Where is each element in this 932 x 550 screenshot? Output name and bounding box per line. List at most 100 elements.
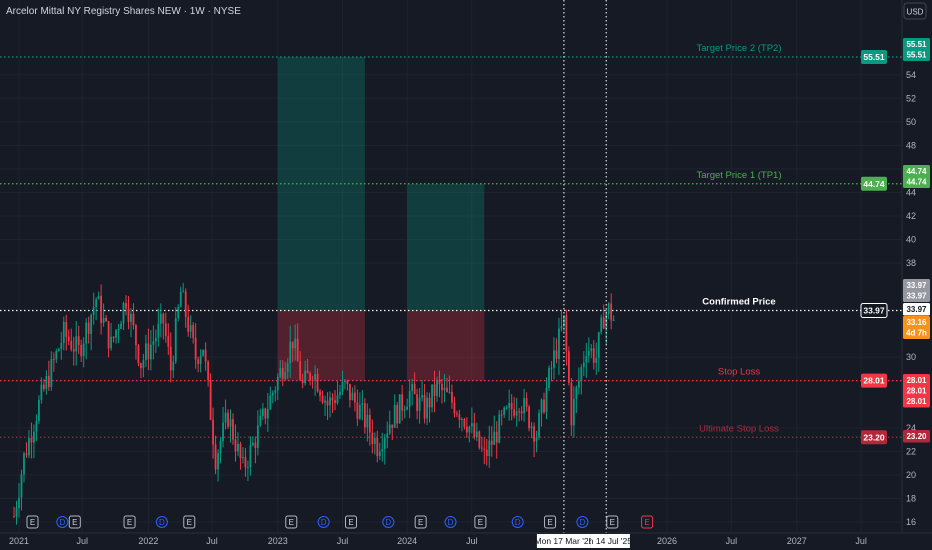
candle-body xyxy=(500,414,503,416)
candle-body xyxy=(130,313,132,322)
candle-body xyxy=(371,432,374,444)
price-tag xyxy=(903,279,930,302)
x-tick-label: 2023 xyxy=(268,536,288,546)
earnings-icon[interactable] xyxy=(544,515,557,529)
level-value: 33.97 xyxy=(863,306,885,316)
earnings-icon[interactable] xyxy=(123,515,136,529)
earnings-marker-label: E xyxy=(289,518,294,527)
candle-body xyxy=(528,406,530,429)
candle-body xyxy=(408,390,411,407)
candle-body xyxy=(159,313,162,324)
earnings-marker-label: E xyxy=(72,518,77,527)
price-tags: 55.51 55.51 44.74 44.74 33.97 33.97 33.97 33.16… xyxy=(903,38,930,443)
candle-body xyxy=(393,405,396,428)
y-tick-label: 52 xyxy=(906,93,916,103)
dividend-icon[interactable] xyxy=(444,516,457,528)
candle-body xyxy=(478,431,481,448)
candle-body xyxy=(453,402,456,414)
candle-body xyxy=(448,391,451,393)
candle-body xyxy=(555,350,558,359)
candle-body xyxy=(503,407,506,415)
candle-body xyxy=(351,392,354,401)
time-axis-panel[interactable] xyxy=(0,533,932,550)
candle-body xyxy=(296,338,299,362)
candle-body xyxy=(95,299,98,308)
earnings-marker-label: E xyxy=(348,518,353,527)
candle-body xyxy=(169,346,172,371)
candle-body xyxy=(513,409,516,416)
level-value: 28.01 xyxy=(863,376,885,386)
candle-body xyxy=(577,380,580,388)
dividend-icon[interactable] xyxy=(511,516,524,528)
candle-body xyxy=(47,376,50,387)
candle-body xyxy=(381,448,384,452)
candle-body xyxy=(144,343,147,361)
candle-body xyxy=(558,328,560,359)
candle-body xyxy=(28,438,30,456)
earnings-icon[interactable] xyxy=(606,515,619,529)
earnings-icon[interactable] xyxy=(474,515,487,529)
earnings-icon[interactable] xyxy=(344,515,357,529)
candle-body xyxy=(592,348,595,363)
candle-body xyxy=(219,440,222,454)
candle-body xyxy=(152,341,155,345)
candle-body xyxy=(490,440,493,445)
candle-body xyxy=(597,332,600,359)
earnings-icon[interactable] xyxy=(183,515,196,529)
dividend-icon[interactable] xyxy=(382,516,395,528)
y-tick-label: 42 xyxy=(906,211,916,221)
x-tick-label: Jul xyxy=(206,536,218,546)
candle-body xyxy=(187,316,190,332)
candle-body xyxy=(538,413,540,438)
price-tag-text: 28.01 xyxy=(906,376,927,385)
dividend-icon[interactable] xyxy=(317,516,330,528)
dividend-marker-label: D xyxy=(59,518,65,527)
candle-body xyxy=(334,400,336,404)
candle-body xyxy=(227,412,229,427)
earnings-icon[interactable] xyxy=(641,515,654,529)
candle-body xyxy=(553,350,555,368)
level-name: Confirmed Price xyxy=(702,297,775,308)
dividend-icon[interactable] xyxy=(576,516,589,528)
candle-body xyxy=(82,343,85,357)
candle-body xyxy=(329,397,331,406)
currency-button[interactable] xyxy=(903,2,927,20)
price-axis-panel[interactable] xyxy=(902,0,932,550)
earnings-icon[interactable] xyxy=(68,515,81,529)
candle-body xyxy=(480,447,483,449)
earnings-icon[interactable] xyxy=(285,515,298,529)
price-tag-text: 55.51 xyxy=(906,51,927,60)
candle-body xyxy=(426,397,428,419)
crosshair-label-box xyxy=(536,534,591,548)
candle-body xyxy=(100,295,103,324)
earnings-icon[interactable] xyxy=(414,515,427,529)
candle-body xyxy=(60,343,63,350)
candle-body xyxy=(279,368,282,378)
candle-body xyxy=(45,376,48,389)
candle-body xyxy=(373,438,376,444)
candle-body xyxy=(249,445,252,468)
candle-body xyxy=(411,383,414,391)
candle-body xyxy=(607,303,610,314)
candle-body xyxy=(237,443,239,452)
candle-body xyxy=(612,319,615,321)
dividend-icon[interactable] xyxy=(155,516,168,528)
candle-body xyxy=(256,425,259,449)
candle-body xyxy=(80,344,83,357)
candle-body xyxy=(33,431,35,443)
candle-body xyxy=(585,355,588,363)
candle-body xyxy=(127,308,130,322)
candle-body xyxy=(545,387,548,413)
candle-body xyxy=(35,421,38,432)
candle-body xyxy=(396,405,399,424)
candle-body xyxy=(488,440,491,456)
candle-body xyxy=(142,360,145,369)
earnings-icon[interactable] xyxy=(26,515,39,529)
dividend-icon[interactable] xyxy=(56,516,69,528)
candle-body xyxy=(92,307,95,316)
candle-body xyxy=(533,426,535,442)
